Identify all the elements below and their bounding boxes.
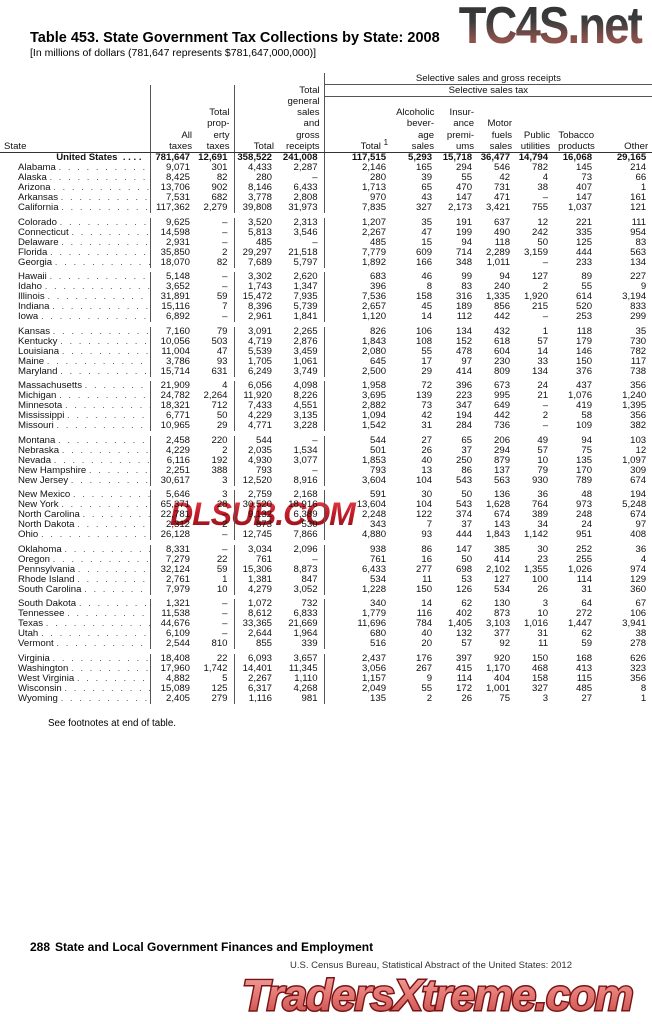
svg-text:TC4S.net: TC4S.net	[459, 0, 643, 55]
svg-text:TradersXtreme.com: TradersXtreme.com	[242, 971, 633, 1020]
